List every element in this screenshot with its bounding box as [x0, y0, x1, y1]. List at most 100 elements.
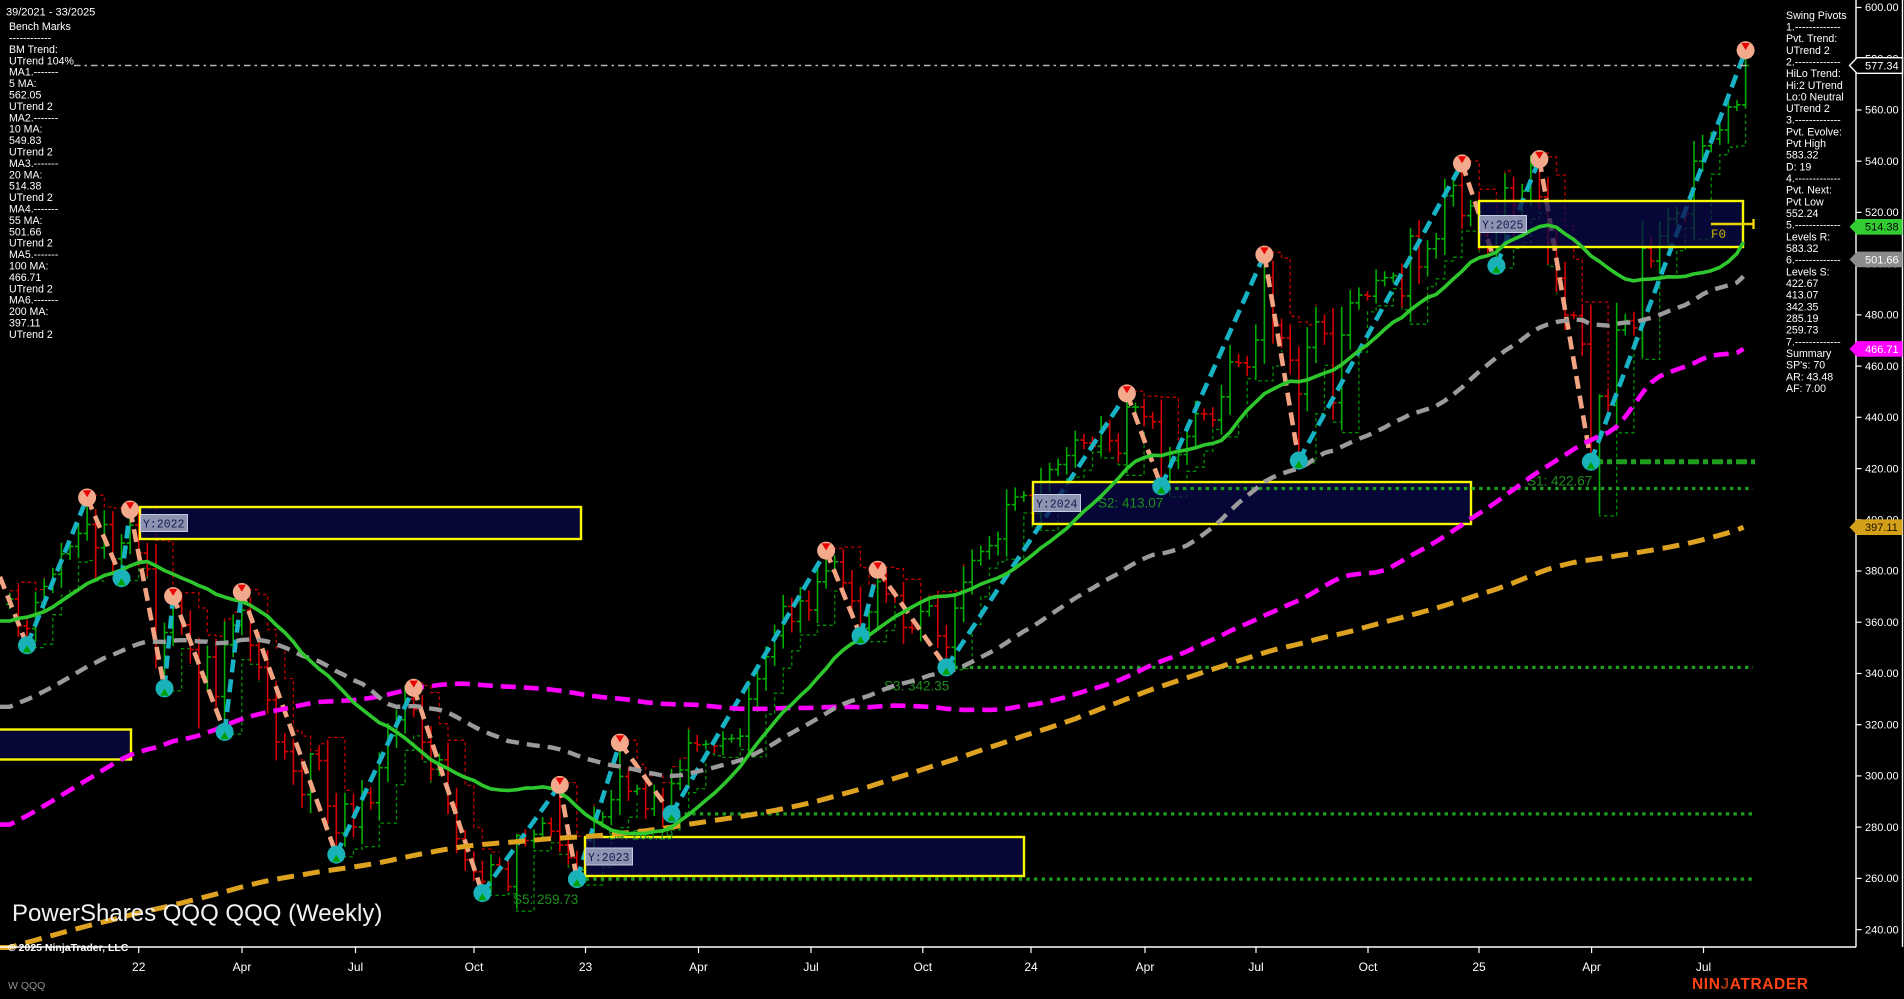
- svg-text:------------: ------------: [6, 33, 52, 45]
- svg-text:UTrend 2: UTrend 2: [6, 329, 53, 341]
- svg-text:380.00: 380.00: [1865, 566, 1899, 578]
- svg-text:480.00: 480.00: [1865, 310, 1899, 322]
- svg-text:397.11: 397.11: [1865, 522, 1898, 534]
- svg-text:UTrend 2: UTrend 2: [6, 283, 53, 295]
- svg-text:HiLo Trend:: HiLo Trend:: [1786, 68, 1841, 80]
- svg-text:BM Trend:: BM Trend:: [6, 44, 58, 56]
- svg-text:Swing Pivots: Swing Pivots: [1786, 10, 1847, 22]
- svg-text:583.32: 583.32: [1786, 150, 1819, 162]
- svg-text:Summary: Summary: [1786, 348, 1832, 360]
- svg-text:562.05: 562.05: [6, 90, 41, 102]
- svg-text:AF: 7.00: AF: 7.00: [1786, 383, 1826, 395]
- svg-text:UTrend 2: UTrend 2: [6, 192, 53, 204]
- svg-text:AR: 43.48: AR: 43.48: [1786, 371, 1833, 383]
- svg-text:583.32: 583.32: [1786, 243, 1819, 255]
- svg-text:514.38: 514.38: [6, 181, 41, 193]
- svg-text:360.00: 360.00: [1865, 617, 1899, 629]
- svg-text:300.00: 300.00: [1865, 771, 1899, 783]
- svg-text:UTrend 2: UTrend 2: [6, 147, 53, 159]
- svg-text:NINJATRADER: NINJATRADER: [1692, 976, 1809, 993]
- svg-text:460.00: 460.00: [1865, 361, 1899, 373]
- svg-text:Pvt Low: Pvt Low: [1786, 196, 1824, 208]
- svg-text:Jul: Jul: [348, 960, 363, 974]
- svg-text:Apr: Apr: [1582, 960, 1601, 974]
- svg-text:514.38: 514.38: [1865, 222, 1899, 234]
- svg-text:Y:2025: Y:2025: [1482, 220, 1524, 233]
- svg-text:600.00: 600.00: [1865, 2, 1899, 14]
- svg-text:20 MA:: 20 MA:: [6, 169, 43, 181]
- svg-text:466.71: 466.71: [1865, 344, 1899, 356]
- svg-text:MA5.-------: MA5.-------: [6, 249, 59, 261]
- svg-text:D: 19: D: 19: [1786, 161, 1811, 173]
- svg-text:413.07: 413.07: [1786, 290, 1819, 302]
- svg-text:SP's: 70: SP's: 70: [1786, 360, 1825, 372]
- svg-text:3.-------------: 3.-------------: [1786, 115, 1841, 127]
- svg-text:UTrend 2: UTrend 2: [6, 101, 53, 113]
- svg-text:540.00: 540.00: [1865, 156, 1899, 168]
- svg-text:Bench Marks: Bench Marks: [6, 21, 71, 33]
- svg-text:© 2025 NinjaTrader, LLC: © 2025 NinjaTrader, LLC: [8, 942, 129, 954]
- svg-text:Jul: Jul: [1696, 960, 1711, 974]
- svg-text:Apr: Apr: [1136, 960, 1155, 974]
- svg-text:55 MA:: 55 MA:: [6, 215, 43, 227]
- svg-text:W QQQ: W QQQ: [8, 980, 45, 992]
- svg-text:440.00: 440.00: [1865, 412, 1899, 424]
- svg-text:5 MA:: 5 MA:: [6, 78, 37, 90]
- svg-text:340.00: 340.00: [1865, 668, 1899, 680]
- svg-text:6.-------------: 6.-------------: [1786, 255, 1841, 267]
- svg-text:23: 23: [579, 960, 593, 974]
- svg-text:577.34: 577.34: [1865, 60, 1899, 72]
- svg-text:2.-------------: 2.-------------: [1786, 56, 1841, 68]
- svg-text:S2: 413.07: S2: 413.07: [1098, 495, 1163, 510]
- svg-text:PowerShares QQQ QQQ (Weekly): PowerShares QQQ QQQ (Weekly): [12, 900, 382, 927]
- svg-text:320.00: 320.00: [1865, 719, 1899, 731]
- svg-text:F0: F0: [1711, 228, 1726, 242]
- svg-text:520.00: 520.00: [1865, 207, 1899, 219]
- svg-text:100 MA:: 100 MA:: [6, 261, 48, 273]
- svg-text:4.-------------: 4.-------------: [1786, 173, 1841, 185]
- svg-text:Oct: Oct: [465, 960, 484, 974]
- svg-text:Y:2023: Y:2023: [588, 852, 630, 865]
- svg-text:259.73: 259.73: [1786, 325, 1819, 337]
- svg-text:Oct: Oct: [1359, 960, 1378, 974]
- svg-text:Hi:2 UTrend: Hi:2 UTrend: [1786, 80, 1843, 92]
- svg-text:Jul: Jul: [1248, 960, 1263, 974]
- svg-text:549.83: 549.83: [6, 135, 41, 147]
- svg-text:25: 25: [1472, 960, 1486, 974]
- svg-text:UTrend 2: UTrend 2: [6, 238, 53, 250]
- svg-text:342.35: 342.35: [1786, 301, 1819, 313]
- svg-text:Pvt High: Pvt High: [1786, 138, 1826, 150]
- svg-text:397.11: 397.11: [6, 318, 41, 330]
- svg-text:420.00: 420.00: [1865, 463, 1899, 475]
- svg-text:MA3.-------: MA3.-------: [6, 158, 59, 170]
- svg-text:Apr: Apr: [689, 960, 708, 974]
- svg-text:Levels R:: Levels R:: [1786, 231, 1830, 243]
- svg-text:UTrend 2: UTrend 2: [1786, 103, 1830, 115]
- svg-text:5.-------------: 5.-------------: [1786, 220, 1841, 232]
- svg-text:Jul: Jul: [803, 960, 818, 974]
- svg-text:7.-------------: 7.-------------: [1786, 336, 1841, 348]
- svg-text:552.24: 552.24: [1786, 208, 1819, 220]
- svg-text:285.19: 285.19: [1786, 313, 1819, 325]
- svg-text:S1: 422.67: S1: 422.67: [1527, 474, 1592, 489]
- svg-text:1.-------------: 1.-------------: [1786, 22, 1841, 34]
- svg-text:MA2.-------: MA2.-------: [6, 112, 59, 124]
- svg-text:466.71: 466.71: [6, 272, 41, 284]
- svg-text:Pvt. Next:: Pvt. Next:: [1786, 185, 1832, 197]
- svg-text:Levels S:: Levels S:: [1786, 266, 1830, 278]
- svg-text:S3: 342.35: S3: 342.35: [884, 678, 949, 693]
- svg-text:UTrend 2: UTrend 2: [1786, 45, 1830, 57]
- svg-text:560.00: 560.00: [1865, 105, 1899, 117]
- svg-text:22: 22: [132, 960, 146, 974]
- svg-text:240.00: 240.00: [1865, 924, 1899, 936]
- svg-text:S5: 259.73: S5: 259.73: [513, 892, 578, 907]
- svg-text:Y:2024: Y:2024: [1036, 499, 1078, 512]
- svg-text:200 MA:: 200 MA:: [6, 306, 48, 318]
- svg-text:MA4.-------: MA4.-------: [6, 204, 59, 216]
- svg-text:10 MA:: 10 MA:: [6, 124, 43, 136]
- svg-text:MA6.-------: MA6.-------: [6, 295, 59, 307]
- svg-text:Pvt. Evolve:: Pvt. Evolve:: [1786, 126, 1842, 138]
- svg-text:Oct: Oct: [913, 960, 932, 974]
- svg-text:39/2021 - 33/2025: 39/2021 - 33/2025: [6, 7, 95, 19]
- svg-text:280.00: 280.00: [1865, 822, 1899, 834]
